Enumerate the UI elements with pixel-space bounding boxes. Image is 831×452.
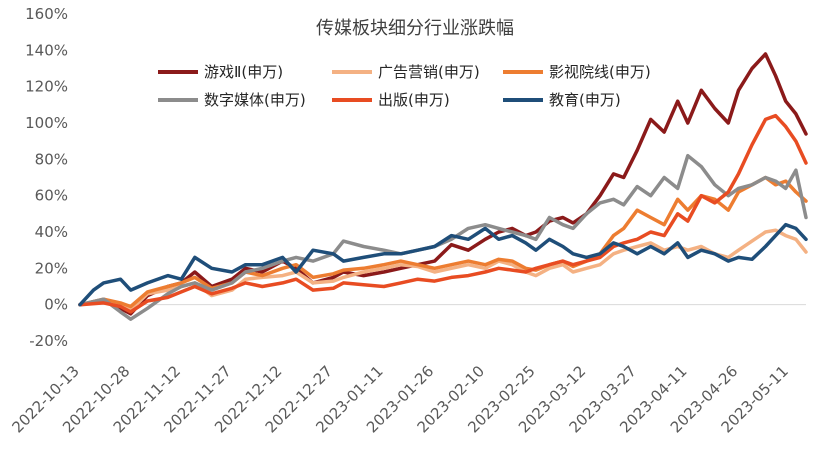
series-line-5 bbox=[78, 222, 808, 307]
y-tick-label: 160% bbox=[25, 5, 68, 23]
legend-item: 影视院线(申万) bbox=[503, 63, 651, 81]
legend-item: 数字媒体(申万) bbox=[158, 91, 306, 109]
y-tick-label: 140% bbox=[25, 41, 68, 59]
legend-label: 教育(申万) bbox=[549, 91, 621, 109]
y-tick-label: 120% bbox=[25, 78, 68, 96]
legend-label: 游戏Ⅱ(申万) bbox=[204, 63, 283, 81]
y-tick-label: 60% bbox=[35, 187, 68, 205]
y-tick-label: -20% bbox=[29, 332, 68, 350]
y-tick-label: 80% bbox=[35, 150, 68, 168]
legend-item: 广告营销(申万) bbox=[332, 63, 480, 81]
y-tick-label: 40% bbox=[35, 223, 68, 241]
legend-item: 出版(申万) bbox=[332, 91, 450, 109]
legend-label: 广告营销(申万) bbox=[378, 63, 480, 81]
series-line-3 bbox=[78, 153, 808, 321]
series-line-0 bbox=[78, 52, 808, 316]
legend: 游戏Ⅱ(申万) 广告营销(申万) 影视院线(申万) 数字媒体(申万) 出版(申万) 教育(… bbox=[158, 63, 651, 109]
legend-item: 教育(申万) bbox=[503, 91, 621, 109]
y-tick-label: 20% bbox=[35, 259, 68, 277]
legend-label: 数字媒体(申万) bbox=[204, 91, 306, 109]
y-tick-label: 0% bbox=[44, 296, 68, 314]
legend-label: 出版(申万) bbox=[378, 91, 450, 109]
legend-label: 影视院线(申万) bbox=[549, 63, 651, 81]
series-line-4 bbox=[78, 113, 808, 314]
legend-item: 游戏Ⅱ(申万) bbox=[158, 63, 283, 81]
series-lines bbox=[78, 52, 808, 321]
y-axis: -20% 0% 20% 40% 60% 80% 100% 120% 140% 160% bbox=[25, 5, 68, 350]
x-axis: 2022-10-132022-10-282022-11-122022-11-27… bbox=[8, 304, 806, 436]
chart-title: 传媒板块细分行业涨跌幅 bbox=[316, 18, 514, 39]
y-tick-label: 100% bbox=[25, 114, 68, 132]
